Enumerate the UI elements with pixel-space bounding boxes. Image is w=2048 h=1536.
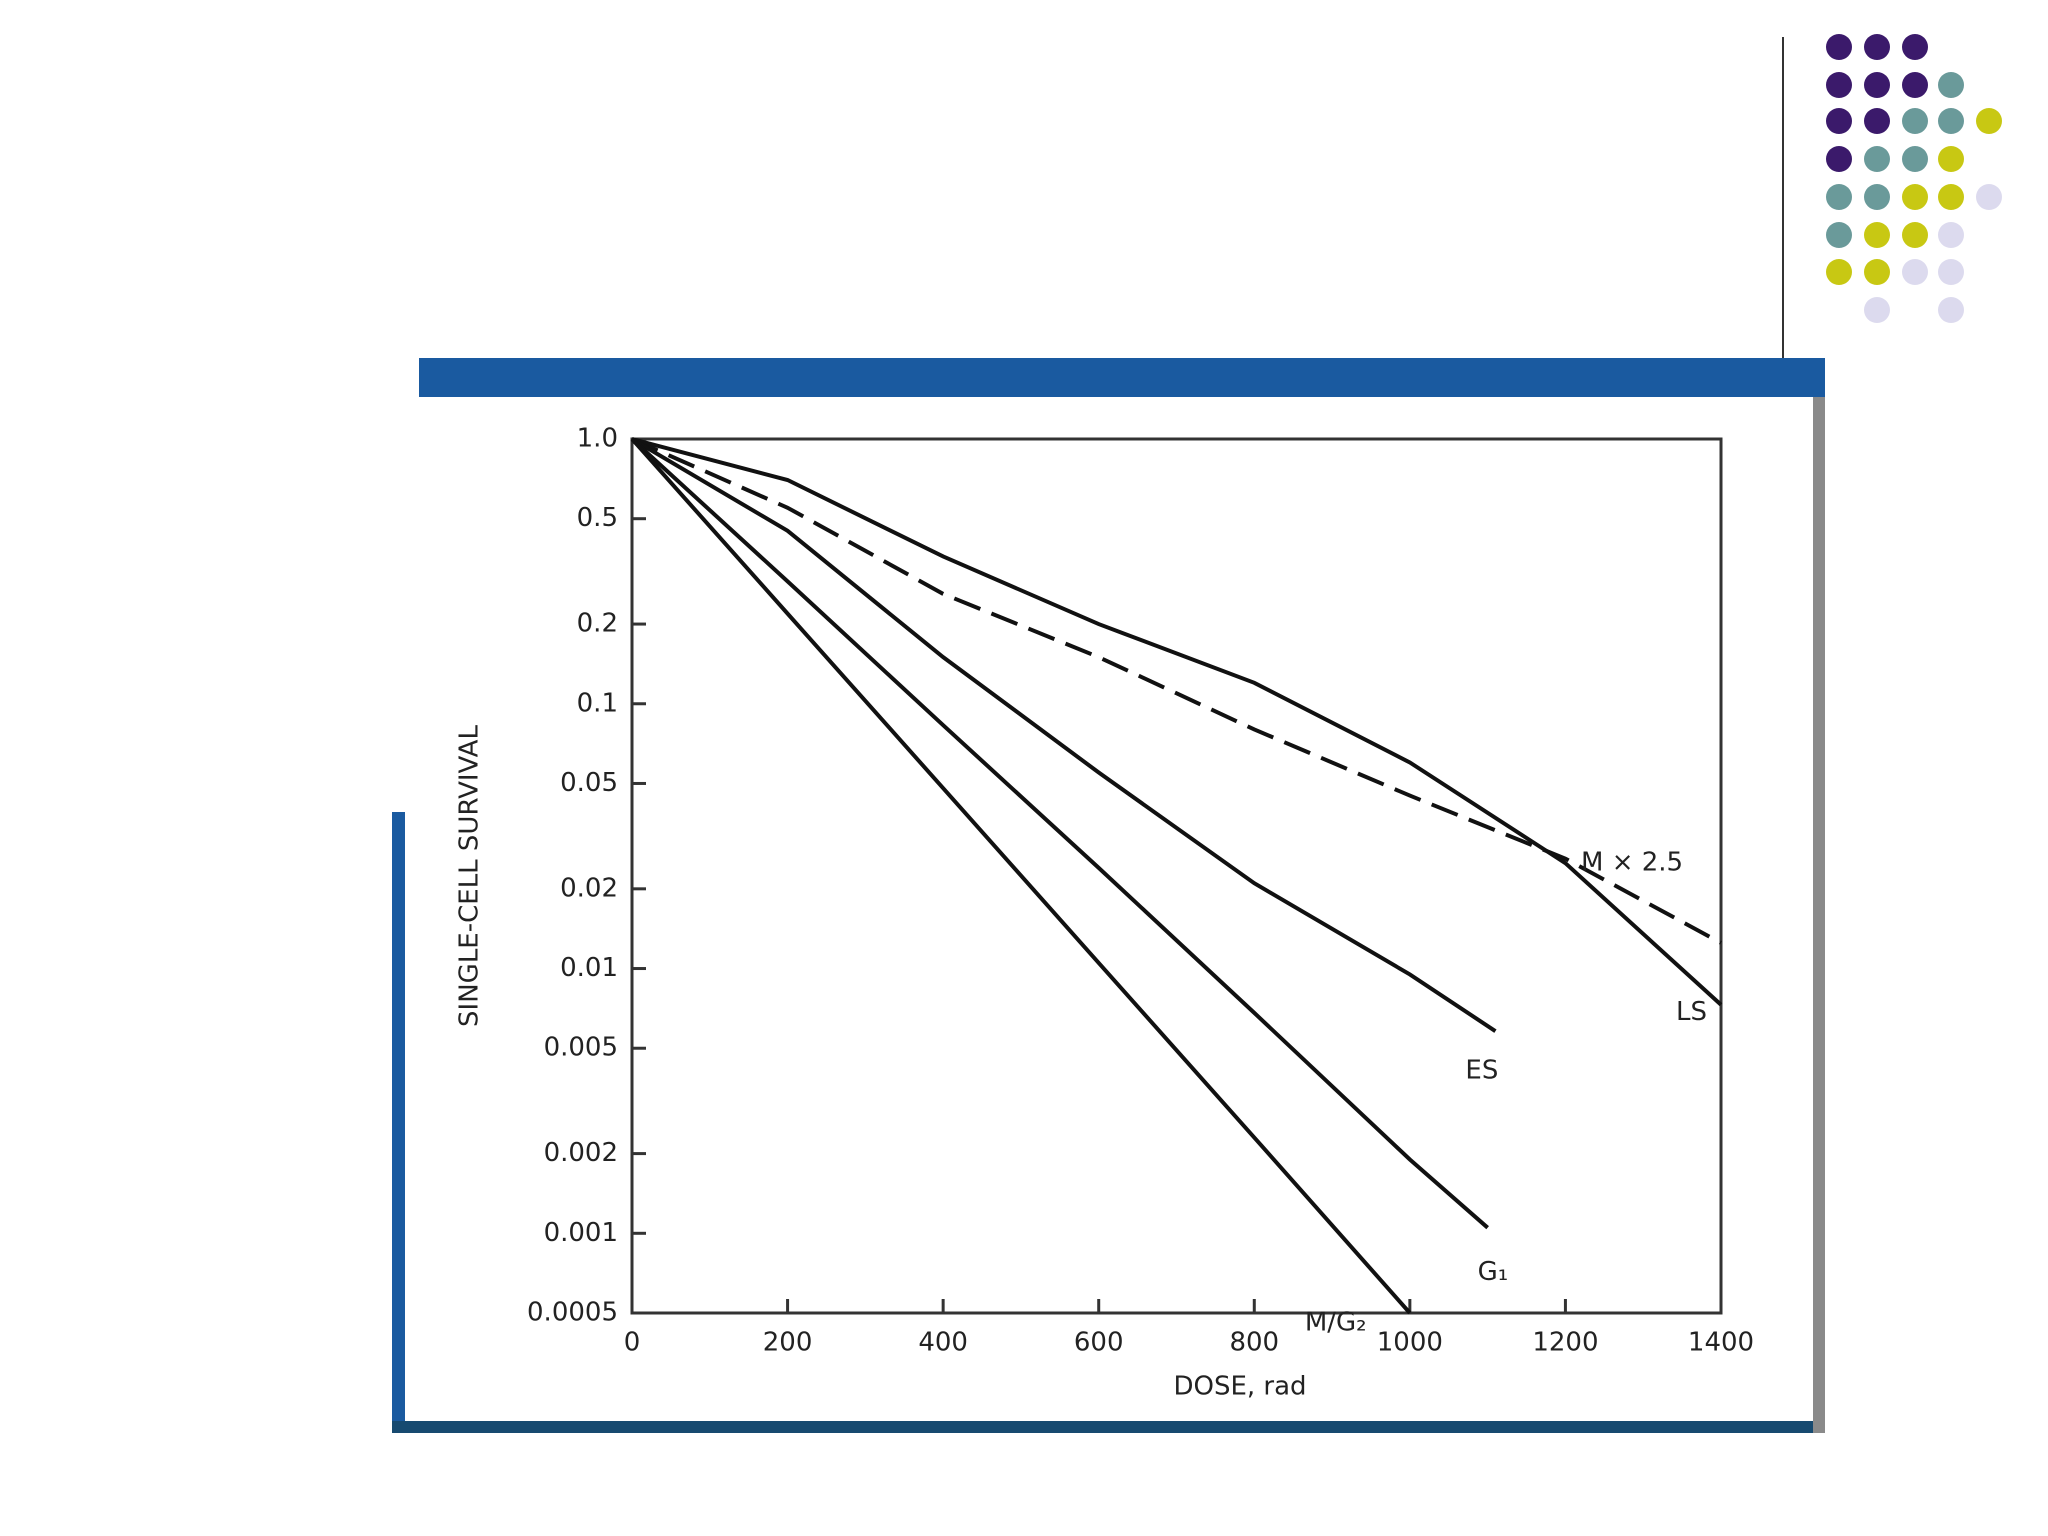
y-tick-label: 0.002 (544, 1138, 618, 1168)
y-tick-label: 0.5 (577, 503, 618, 533)
y-tick-label: 0.01 (560, 953, 618, 983)
x-axis-label: DOSE, rad (1173, 1372, 1306, 1402)
plot-frame (630, 437, 1723, 1315)
x-tick-label: 200 (763, 1328, 813, 1358)
y-axis-label: SINGLE-CELL SURVIVAL (455, 725, 485, 1027)
series-label: G₁ (1478, 1257, 1509, 1287)
x-tick-label: 1000 (1377, 1328, 1443, 1358)
x-tick-label: 800 (1229, 1328, 1279, 1358)
x-tick-label: 0 (624, 1328, 641, 1358)
series-label: M × 2.5 (1581, 847, 1683, 877)
bottom-band (392, 1421, 1825, 1433)
y-tick-label: 0.2 (577, 609, 618, 639)
series-line (630, 437, 1489, 1230)
x-tick-label: 1400 (1688, 1328, 1754, 1358)
series-label: LS (1676, 997, 1707, 1027)
left-band (392, 812, 405, 1433)
series-label: ES (1465, 1056, 1498, 1086)
series-line (631, 437, 1723, 1007)
y-tick-label: 0.02 (560, 873, 618, 903)
y-tick-label: 0.005 (544, 1033, 618, 1063)
y-tick-label: 0.1 (577, 688, 618, 718)
y-tick-label: 0.001 (544, 1218, 618, 1248)
y-tick-label: 0.05 (560, 768, 618, 798)
y-tick-label: 0.0005 (527, 1298, 618, 1328)
y-tick-label: 1.0 (577, 424, 618, 454)
x-tick-label: 1200 (1532, 1328, 1598, 1358)
decor-dots (1826, 34, 2002, 323)
x-tick-label: 600 (1074, 1328, 1124, 1358)
x-tick-label: 400 (918, 1328, 968, 1358)
right-band (1813, 397, 1825, 1433)
top-band (419, 358, 1825, 397)
series-line (631, 437, 1722, 945)
series-label: M/G₂ (1305, 1308, 1367, 1338)
series-line (630, 437, 1412, 1315)
series-line (630, 437, 1497, 1033)
